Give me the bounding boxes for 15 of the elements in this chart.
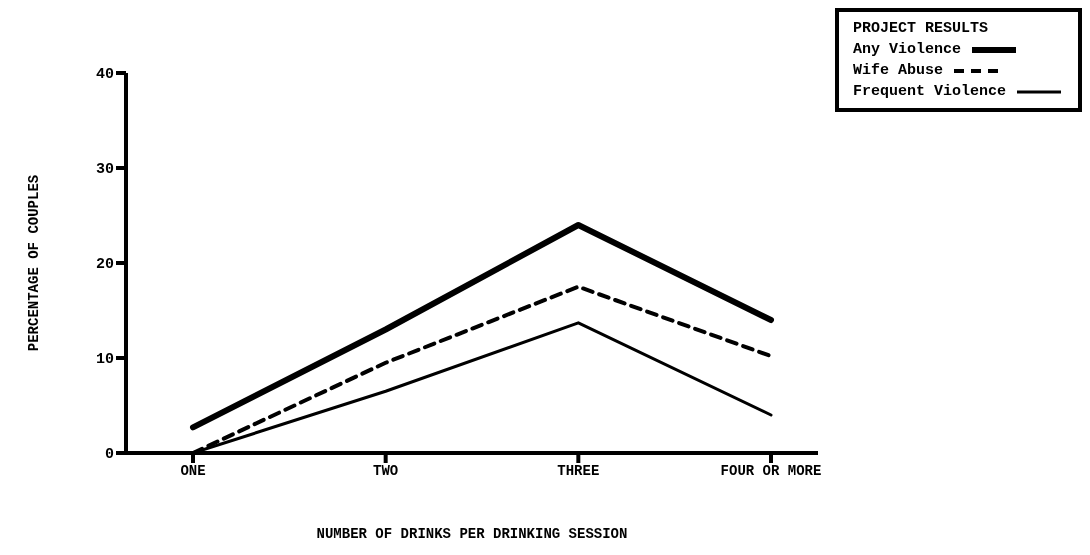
y-tick-label: 30	[95, 161, 114, 179]
legend-label: Wife Abuse	[852, 62, 943, 79]
y-tick-label: 0	[104, 446, 114, 464]
x-axis-title: NUMBER OF DRINKS PER DRINKING SESSION	[316, 526, 628, 542]
legend-label: Frequent Violence	[852, 83, 1006, 100]
x-tick-label: FOUR OR MORE	[720, 462, 822, 479]
y-axis-title: PERCENTAGE OF COUPLES	[25, 174, 42, 352]
x-tick-label: ONE	[180, 462, 206, 479]
x-tick-label: THREE	[557, 462, 600, 479]
y-tick-label: 40	[95, 66, 114, 84]
legend-label: Any Violence	[852, 41, 961, 58]
y-tick-label: 20	[95, 256, 114, 274]
legend-title: PROJECT RESULTS	[852, 20, 989, 37]
y-tick-label: 10	[95, 351, 114, 369]
x-tick-label: TWO	[373, 462, 399, 479]
